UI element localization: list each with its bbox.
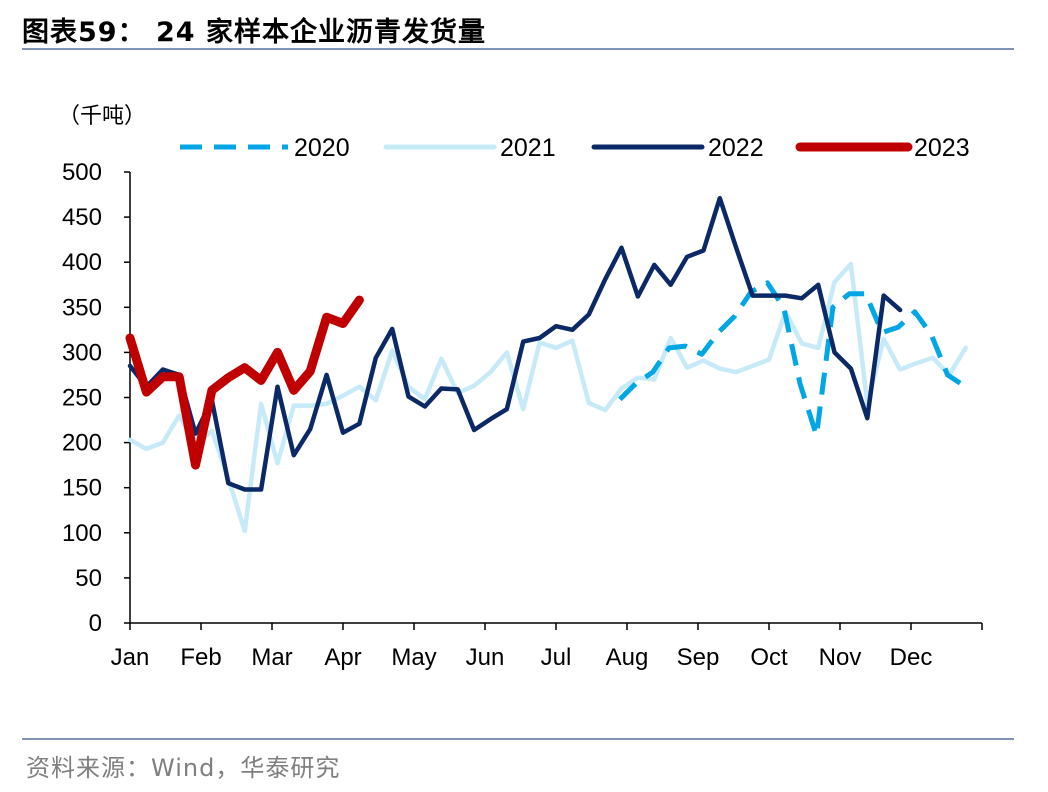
x-tick-label: Dec bbox=[890, 644, 933, 671]
series-line-2023 bbox=[125, 295, 364, 470]
x-tick-label: Jan bbox=[111, 644, 150, 671]
y-tick-label: 150 bbox=[62, 475, 102, 502]
x-tick-label: Sep bbox=[677, 644, 720, 671]
x-tick-label: Feb bbox=[180, 644, 221, 671]
legend-label-2022: 2022 bbox=[708, 134, 764, 162]
y-tick-label: 500 bbox=[62, 159, 102, 186]
line-chart: （千吨） 2020 2021 2022 2023 0 50 100 150 200 250 300… bbox=[58, 104, 983, 671]
y-tick-label: 0 bbox=[89, 610, 102, 637]
x-tick-label: Nov bbox=[819, 644, 862, 671]
y-tick-label: 450 bbox=[62, 204, 102, 231]
legend: 2020 2021 2022 2023 bbox=[180, 134, 970, 162]
series-line-2022 bbox=[127, 195, 903, 492]
y-tick-label: 100 bbox=[62, 520, 102, 547]
source-note: 资料来源：Wind，华泰研究 bbox=[26, 754, 341, 782]
footer-divider bbox=[22, 738, 1014, 740]
y-tick-label: 300 bbox=[62, 339, 102, 366]
legend-label-2021: 2021 bbox=[500, 134, 556, 162]
series-line-2020 bbox=[618, 280, 966, 438]
series-layer bbox=[125, 195, 968, 534]
chart-title: 图表59： 24 家样本企业沥青发货量 bbox=[22, 17, 486, 48]
x-tick-label: May bbox=[391, 644, 436, 671]
legend-label-2023: 2023 bbox=[914, 134, 970, 162]
x-tick-label: Jun bbox=[466, 644, 505, 671]
y-tick-label: 200 bbox=[62, 430, 102, 457]
x-tick-label: Oct bbox=[750, 644, 788, 671]
y-axis-unit-label: （千吨） bbox=[58, 104, 146, 129]
y-tick-label: 50 bbox=[75, 565, 102, 592]
x-tick-label: Mar bbox=[251, 644, 292, 671]
axes: 0 50 100 150 200 250 300 350 400 450 500 Jan Feb Mar A… bbox=[62, 159, 983, 671]
y-tick-label: 250 bbox=[62, 385, 102, 412]
legend-label-2020: 2020 bbox=[294, 134, 350, 162]
y-tick-label: 350 bbox=[62, 294, 102, 321]
x-tick-label: Jul bbox=[541, 644, 572, 671]
x-tick-label: Apr bbox=[324, 644, 361, 671]
y-tick-label: 400 bbox=[62, 249, 102, 276]
x-tick-label: Aug bbox=[606, 644, 649, 671]
title-divider bbox=[22, 48, 1014, 50]
